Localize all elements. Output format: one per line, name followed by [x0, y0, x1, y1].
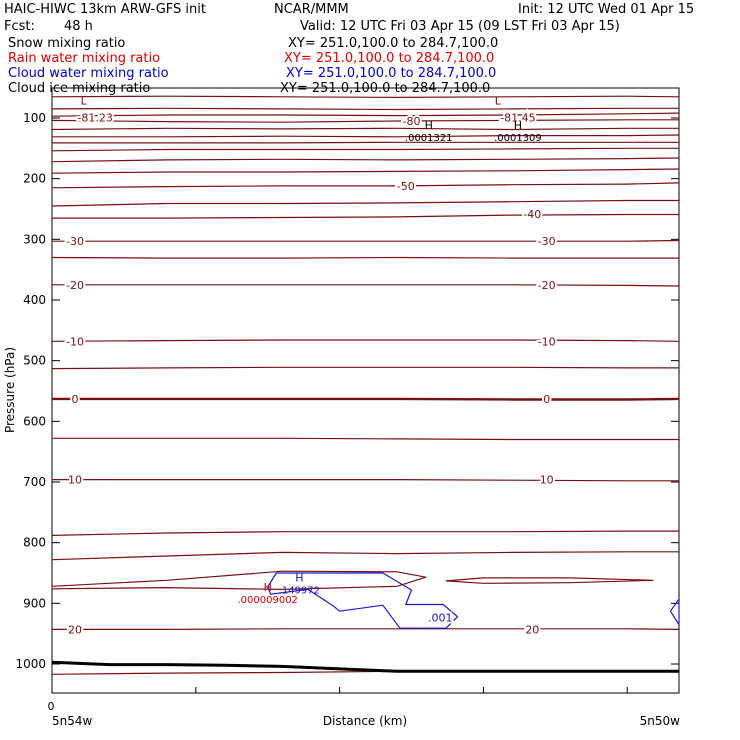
- isotherm-label: -30: [66, 235, 84, 248]
- header-init: Init: 12 UTC Wed 01 Apr 15: [518, 2, 695, 17]
- y-tick-labels: 100 200 300 400 500 600 700 800 900 1000: [15, 111, 46, 671]
- isotherm-line: [51, 95, 680, 98]
- cloud-water-contour: [669, 598, 680, 626]
- extremum-value: .000009002: [237, 595, 297, 606]
- field-label-rain: Rain water mixing ratio: [8, 51, 161, 66]
- y-tick-label: 100: [23, 111, 46, 125]
- isotherm-label: -30: [538, 235, 556, 248]
- extremum-symbol: H: [514, 119, 522, 132]
- isotherm-label: 10: [68, 474, 82, 487]
- fcst-label: Fcst:: [4, 19, 35, 34]
- y-tick-label: 200: [23, 172, 46, 186]
- zero-isotherm-line: [52, 397, 680, 401]
- isotherm-line: [51, 127, 679, 131]
- isotherm-line: [52, 213, 679, 219]
- isotherm-line: [51, 112, 680, 117]
- isotherm-line: [52, 628, 680, 630]
- y-tick-label: 600: [23, 414, 46, 428]
- isotherm-line: [52, 134, 680, 138]
- isotherm-label: -10: [66, 335, 84, 348]
- cloud-water-contour: [267, 572, 459, 629]
- y-tick-label: 800: [23, 536, 46, 550]
- isotherm-line: [52, 437, 679, 441]
- isotherm-label: -20: [538, 279, 556, 292]
- isotherm-line: [51, 168, 680, 174]
- isotherm-line: [51, 157, 680, 163]
- x-tick-marks: [51, 687, 628, 693]
- isotherm-line: [51, 107, 679, 111]
- y-tick-label: 300: [23, 232, 46, 246]
- extremum-symbol: L: [495, 95, 502, 108]
- y-tick-label: 900: [23, 596, 46, 610]
- extremum-symbol: H: [295, 571, 303, 584]
- isotherm-line: [52, 239, 680, 242]
- cloud-water-contour-label: .001: [428, 611, 453, 624]
- extremum-symbol: H: [264, 581, 272, 594]
- isotherm-line: [51, 530, 679, 536]
- isotherm-line: [51, 256, 679, 259]
- extremum-value: .0001321: [405, 133, 453, 144]
- surface-pressure-line: [51, 660, 679, 673]
- isotherm-line: [51, 199, 679, 207]
- field-xy-rain: XY= 251.0,100.0 to 284.7,100.0: [284, 51, 495, 66]
- isotherm-label: -10: [538, 335, 556, 348]
- header-valid: Valid: 12 UTC Fri 03 Apr 15 (09 LST Fri …: [300, 19, 620, 34]
- left-endpoint-label: 5n54w: [52, 714, 93, 728]
- isotherm-line: [51, 182, 680, 189]
- isotherm-closed-contour: [51, 570, 427, 590]
- annotation-layer: -81.23 -80 -81.45 -50 -40 -30 -30 -20 -20 -10 -10 0…: [64, 95, 558, 639]
- series-layer: [51, 95, 680, 675]
- y-axis-title: Pressure (hPa): [3, 347, 17, 433]
- field-label-cloud-water: Cloud water mixing ratio: [8, 66, 169, 81]
- isotherm-label: -20: [66, 279, 84, 292]
- isotherm-label: 20: [68, 623, 82, 636]
- plot-frame: [51, 87, 680, 694]
- isotherm-label: 10: [540, 474, 554, 487]
- fcst-value: 48 h: [64, 19, 93, 34]
- isotherm-line: [52, 284, 680, 287]
- isotherm-closed-contour: [445, 577, 654, 584]
- header-center: NCAR/MMM: [274, 2, 349, 17]
- isotherm-label: -81.45: [500, 111, 535, 124]
- isotherm-line: [52, 479, 679, 482]
- x-origin-label: 0: [48, 700, 55, 713]
- field-xy-cloud-ice: XY= 251.0,100.0 to 284.7,100.0: [280, 81, 491, 96]
- extremum-symbol: H: [425, 119, 433, 132]
- isotherm-label: -40: [523, 208, 541, 221]
- isotherm-line: [51, 339, 680, 342]
- header-title: HAIC-HIWC 13km ARW-GFS init: [4, 2, 206, 17]
- y-tick-label: 700: [23, 475, 46, 489]
- extremum-value: .0001309: [494, 133, 542, 144]
- isotherm-line: [51, 366, 679, 370]
- isotherm-label: -81.23: [77, 111, 112, 124]
- field-label-snow: Snow mixing ratio: [8, 36, 126, 51]
- isotherm-label: 20: [525, 623, 539, 636]
- field-label-cloud-ice: Cloud ice mixing ratio: [8, 81, 151, 96]
- right-endpoint-label: 5n50w: [640, 714, 681, 728]
- isotherm-line: [51, 147, 679, 152]
- field-xy-cloud-water: XY= 251.0,100.0 to 284.7,100.0: [286, 66, 497, 81]
- y-tick-label: 1000: [15, 657, 46, 671]
- isotherm-label: -50: [397, 180, 415, 193]
- isotherm-label: -80: [403, 115, 421, 128]
- field-xy-snow: XY= 251.0,100.0 to 284.7,100.0: [288, 36, 499, 51]
- isotherm-line: [51, 119, 679, 123]
- isotherm-line: [51, 551, 679, 561]
- isotherm-line: [52, 141, 679, 144]
- isotherm-label: 0: [543, 393, 550, 406]
- extremum-symbol: L: [81, 95, 88, 108]
- extremum-value: .149972: [279, 585, 320, 596]
- isotherm-label: 0: [72, 393, 79, 406]
- y-tick-label: 400: [23, 293, 46, 307]
- x-axis-title: Distance (km): [323, 714, 407, 728]
- y-tick-label: 500: [23, 354, 46, 368]
- y-tick-marks: [52, 117, 679, 665]
